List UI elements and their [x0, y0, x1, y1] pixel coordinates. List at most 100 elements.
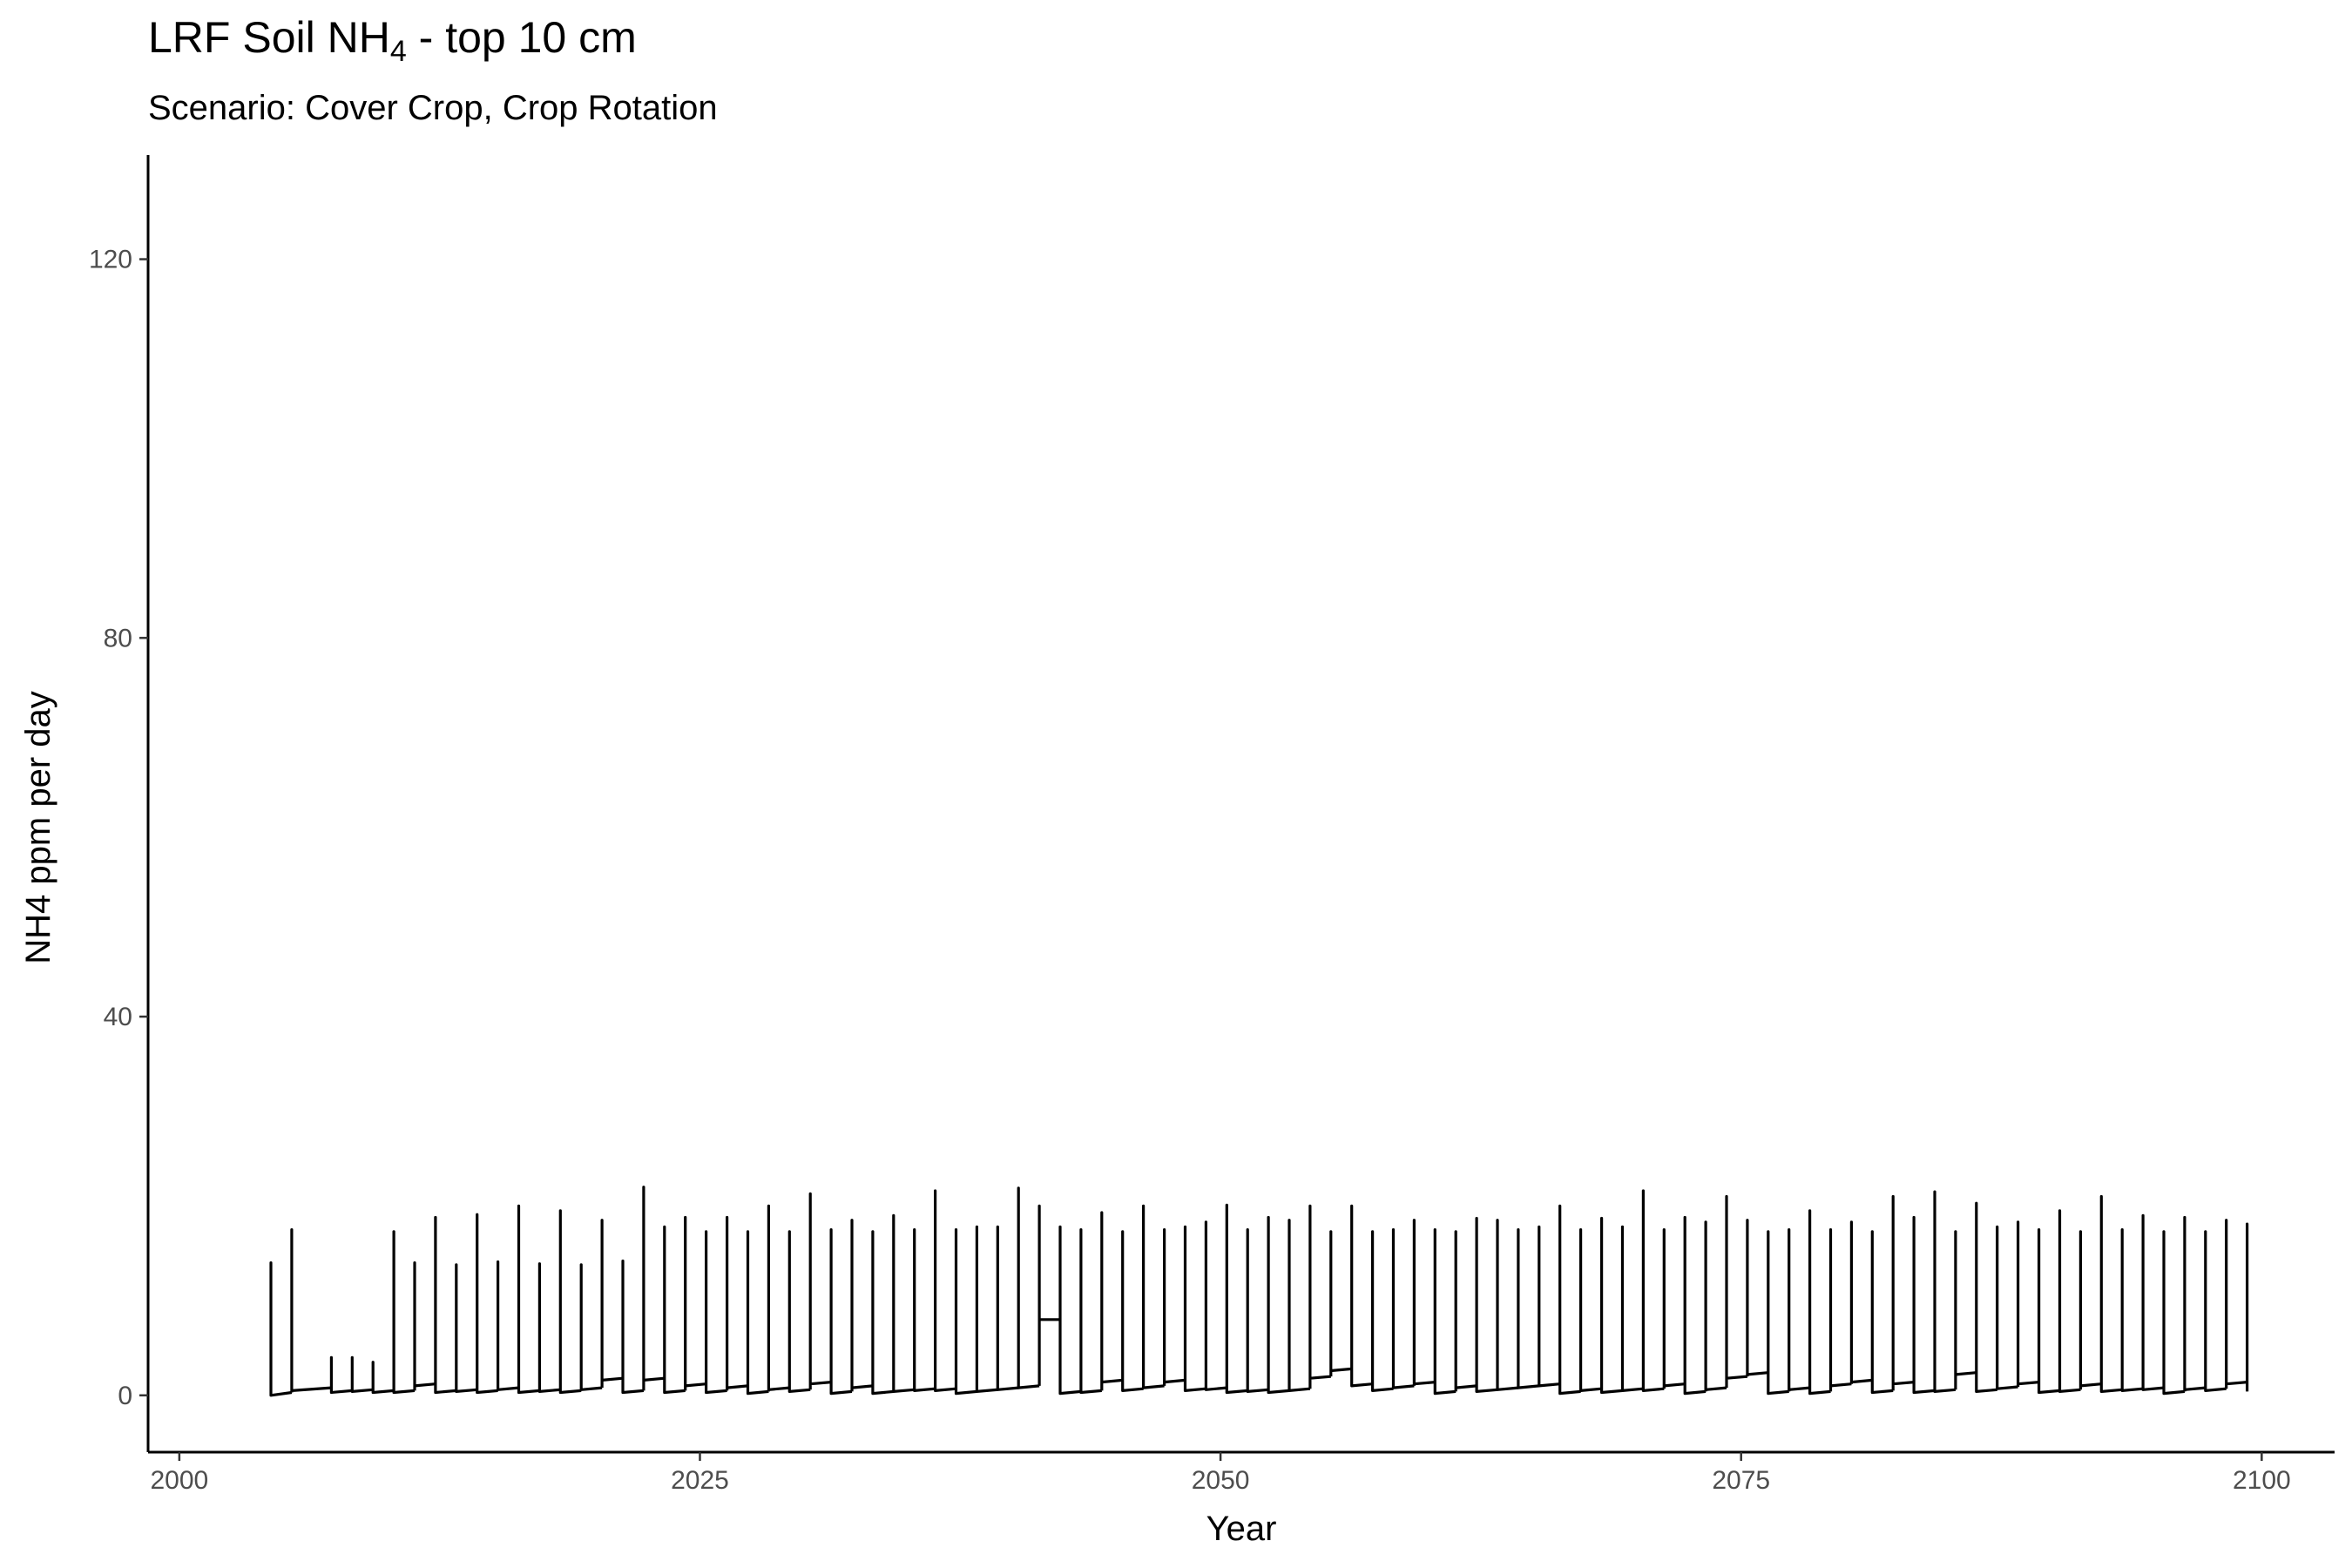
- series-0-segment-93: [2225, 1219, 2247, 1389]
- series-0-segment-15: [600, 1219, 624, 1389]
- y-tick-label: 0: [118, 1382, 132, 1410]
- series-0-segment-65: [1641, 1189, 1665, 1392]
- x-axis-title: Year: [1206, 1510, 1277, 1548]
- x-tick-label: 2000: [150, 1466, 208, 1495]
- series-0-segment-29: [892, 1213, 915, 1393]
- series-0-segment-1: [290, 1228, 332, 1393]
- series-0-segment-36: [1037, 1204, 1060, 1386]
- series-0-segment-40: [1121, 1230, 1144, 1392]
- x-tick-label: 2050: [1192, 1466, 1250, 1495]
- series-0-segment-89: [2141, 1213, 2165, 1391]
- series-0-segment-48: [1288, 1219, 1311, 1392]
- series-0-segment-17: [642, 1186, 665, 1391]
- chart-title-prefix: LRF Soil NH: [148, 13, 390, 62]
- series-0-segment-3: [350, 1355, 374, 1393]
- series-0-segment-52: [1371, 1230, 1394, 1392]
- series-0-segment-4: [371, 1361, 395, 1395]
- series-0-segment-38: [1079, 1228, 1102, 1395]
- series-0-segment-61: [1558, 1204, 1581, 1396]
- x-tick-label: 2075: [1712, 1466, 1770, 1495]
- series-0-segment-63: [1600, 1216, 1623, 1395]
- y-tick-label: 40: [104, 1003, 132, 1031]
- series-0-segment-72: [1788, 1228, 1810, 1392]
- y-axis-title: NH4 ppm per day: [19, 691, 57, 963]
- series-0-segment-62: [1579, 1228, 1602, 1392]
- series-0-segment-59: [1517, 1228, 1539, 1389]
- series-0-segment-55: [1433, 1228, 1456, 1396]
- series-0-segment-14: [579, 1263, 603, 1391]
- series-0-segment-0: [269, 1261, 293, 1397]
- y-tick-label: 80: [104, 624, 132, 652]
- series-0-segment-20: [705, 1230, 727, 1395]
- series-0-segment-9: [476, 1213, 498, 1395]
- series-0-segment-13: [558, 1209, 582, 1395]
- series-0-segment-66: [1662, 1228, 1686, 1389]
- series-0-segment-42: [1163, 1228, 1186, 1386]
- series-0-segment-76: [1870, 1230, 1894, 1395]
- series-0-segment-68: [1704, 1220, 1727, 1392]
- series-0-segment-12: [537, 1262, 561, 1393]
- series-0-segment-90: [2162, 1230, 2186, 1396]
- series-0-segment-81: [1975, 1201, 1997, 1393]
- series-0-segment-25: [808, 1192, 832, 1390]
- series-0-segment-33: [975, 1225, 998, 1393]
- axes: 2000 2025 2050 2075 2100 0 40 80 120: [89, 155, 2335, 1495]
- series-0-segment-74: [1828, 1228, 1852, 1392]
- series-0-segment-67: [1683, 1215, 1707, 1396]
- series-0-segment-50: [1329, 1230, 1352, 1377]
- chart-title-subscript: 4: [389, 35, 407, 68]
- chart-title: LRF Soil NH4 - top 10 cm: [148, 12, 637, 66]
- series-0-segment-21: [726, 1215, 748, 1391]
- chart-title-suffix: - top 10 cm: [406, 13, 637, 62]
- series-0-segment-46: [1246, 1228, 1269, 1393]
- series-0-segment-91: [2183, 1215, 2206, 1392]
- series-0-segment-44: [1204, 1220, 1227, 1391]
- series-0-segment-56: [1454, 1230, 1477, 1392]
- series-0-segment-11: [517, 1204, 540, 1395]
- series-0-segment-22: [746, 1230, 769, 1396]
- series-0-segment-19: [684, 1215, 706, 1391]
- series-0-segment-37: [1058, 1225, 1082, 1396]
- series-0-segment-35: [1017, 1186, 1040, 1389]
- series-0-segment-85: [2058, 1209, 2081, 1393]
- series-0-segment-31: [934, 1189, 956, 1392]
- series-0-segment-82: [1996, 1225, 2018, 1390]
- series-0-segment-45: [1225, 1203, 1248, 1395]
- chart-subtitle: Scenario: Cover Crop, Crop Rotation: [148, 89, 718, 127]
- series-0-segment-60: [1538, 1225, 1560, 1388]
- series-0-segment-24: [787, 1230, 811, 1393]
- series-0-segment-5: [392, 1230, 416, 1395]
- series-0-segment-39: [1100, 1211, 1123, 1391]
- series-0-segment-79: [1933, 1190, 1957, 1393]
- series-0-segment-6: [413, 1261, 436, 1391]
- series-marks: [269, 1186, 2249, 1397]
- series-0-segment-78: [1912, 1215, 1936, 1395]
- series-0-segment-54: [1412, 1219, 1436, 1386]
- series-0-segment-7: [434, 1215, 456, 1395]
- series-0-segment-57: [1475, 1216, 1498, 1393]
- series-0-segment-83: [2017, 1220, 2039, 1387]
- series-0-segment-47: [1267, 1215, 1290, 1395]
- series-0-segment-30: [913, 1228, 936, 1392]
- series-0-segment-18: [663, 1225, 686, 1395]
- x-tick-label: 2025: [671, 1466, 729, 1495]
- series-0-segment-80: [1954, 1230, 1977, 1390]
- series-0-segment-28: [871, 1230, 894, 1396]
- y-tick-label: 120: [89, 246, 132, 274]
- series-0-segment-75: [1849, 1220, 1873, 1384]
- series-0-segment-77: [1891, 1194, 1915, 1391]
- series-0-segment-53: [1391, 1228, 1415, 1389]
- series-0-segment-88: [2120, 1228, 2144, 1392]
- series-0-segment-26: [829, 1228, 853, 1396]
- series-0-segment-64: [1620, 1225, 1644, 1392]
- series-0-segment-71: [1767, 1230, 1789, 1396]
- series-0-segment-2: [329, 1355, 353, 1395]
- series-0-segment-73: [1808, 1209, 1831, 1396]
- series-0-segment-8: [455, 1263, 477, 1393]
- series-0-segment-41: [1142, 1204, 1165, 1389]
- series-0-segment-70: [1746, 1219, 1768, 1377]
- series-0-segment-43: [1183, 1225, 1206, 1392]
- series-0-segment-69: [1725, 1194, 1748, 1389]
- series-0-segment-92: [2204, 1230, 2227, 1392]
